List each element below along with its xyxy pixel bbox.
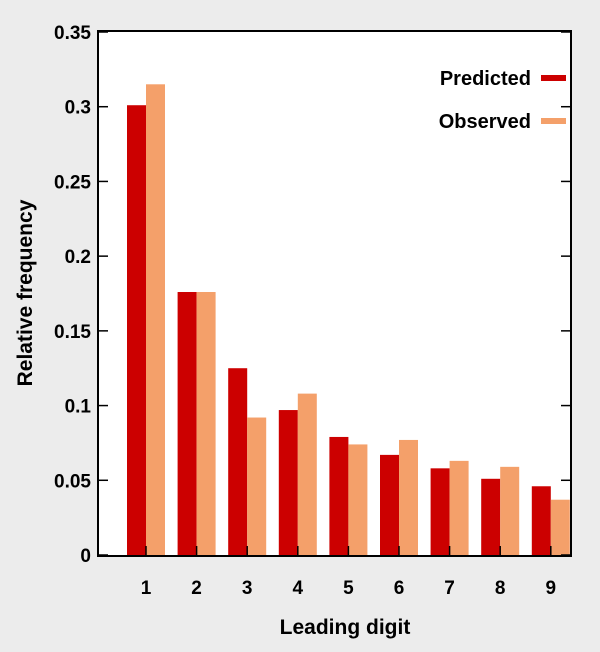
x-tick-label: 2 bbox=[191, 578, 202, 599]
y-tick-label: 0.15 bbox=[54, 322, 91, 343]
bar-observed-7 bbox=[449, 460, 469, 555]
bar-observed-4 bbox=[297, 393, 317, 555]
legend: Predicted Observed bbox=[439, 68, 566, 133]
x-tick-label: 7 bbox=[444, 578, 455, 599]
legend-label-observed: Observed bbox=[439, 111, 531, 133]
bar-predicted-3 bbox=[228, 368, 248, 555]
x-axis: 1 2 3 4 5 6 7 8 9 bbox=[141, 546, 556, 599]
x-tick-label: 4 bbox=[293, 578, 304, 599]
y-tick-label: 0 bbox=[80, 546, 91, 567]
bar-observed-9 bbox=[550, 499, 570, 555]
x-tick-label: 1 bbox=[141, 578, 152, 599]
bar-observed-2 bbox=[196, 292, 216, 555]
x-tick-label: 5 bbox=[343, 578, 354, 599]
y-tick-label: 0.3 bbox=[65, 98, 91, 119]
legend-label-predicted: Predicted bbox=[440, 68, 531, 90]
bar-predicted-1 bbox=[127, 105, 146, 555]
bar-predicted-9 bbox=[531, 486, 551, 555]
y-axis: 0 0.05 0.1 0.15 0.2 0.25 0.3 0.35 bbox=[54, 23, 571, 567]
x-axis-title: Leading digit bbox=[280, 616, 411, 639]
bar-predicted-8 bbox=[481, 478, 501, 555]
y-tick-label: 0.25 bbox=[54, 172, 91, 193]
y-tick-label: 0.2 bbox=[65, 247, 91, 268]
bar-predicted-4 bbox=[278, 410, 298, 555]
x-tick-label: 8 bbox=[495, 578, 506, 599]
bar-observed-6 bbox=[399, 439, 418, 555]
bar-predicted-2 bbox=[177, 292, 197, 555]
bar-predicted-7 bbox=[430, 468, 450, 555]
y-tick-label: 0.35 bbox=[54, 23, 91, 44]
bar-observed-5 bbox=[348, 444, 368, 555]
bar-observed-1 bbox=[146, 84, 165, 556]
bars-group bbox=[127, 84, 570, 556]
x-tick-label: 3 bbox=[242, 578, 253, 599]
y-axis-title: Relative frequency bbox=[14, 199, 37, 386]
bar-observed-3 bbox=[247, 417, 267, 555]
y-tick-label: 0.05 bbox=[54, 471, 91, 492]
bar-predicted-6 bbox=[380, 454, 399, 555]
x-tick-label: 9 bbox=[546, 578, 557, 599]
x-tick-label: 6 bbox=[394, 578, 405, 599]
bar-observed-8 bbox=[500, 466, 520, 555]
bar-predicted-5 bbox=[329, 436, 349, 555]
y-tick-label: 0.1 bbox=[65, 397, 92, 418]
